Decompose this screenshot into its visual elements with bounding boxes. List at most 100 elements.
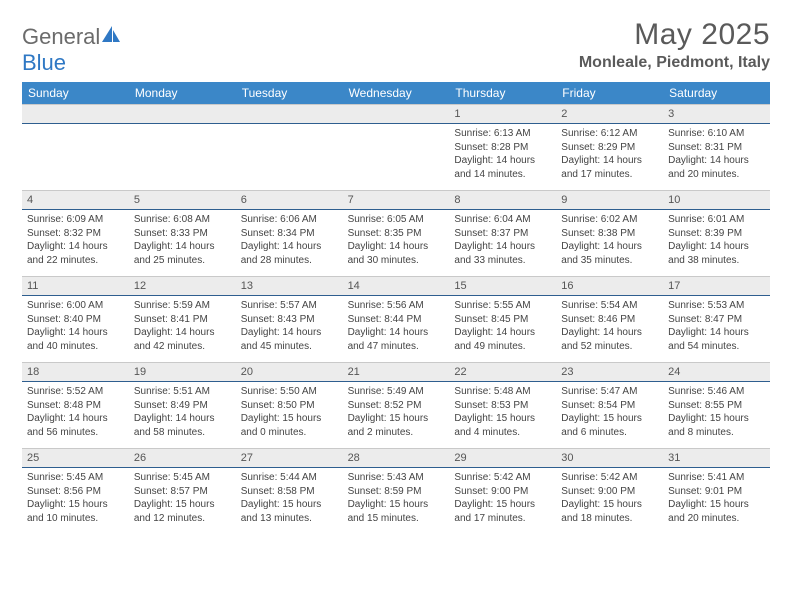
daynum-row: 123 (22, 104, 770, 124)
daylight-line: Daylight: 14 hours and 33 minutes. (454, 240, 551, 267)
day-number: 6 (236, 190, 343, 210)
day-cell: Sunrise: 6:10 AMSunset: 8:31 PMDaylight:… (663, 124, 770, 190)
day-cell: Sunrise: 5:55 AMSunset: 8:45 PMDaylight:… (449, 296, 556, 362)
sunrise-line: Sunrise: 5:41 AM (668, 471, 765, 485)
sunset-line: Sunset: 8:54 PM (561, 399, 658, 413)
sunrise-line: Sunrise: 5:44 AM (241, 471, 338, 485)
sunset-line: Sunset: 8:52 PM (348, 399, 445, 413)
sunrise-line: Sunrise: 5:43 AM (348, 471, 445, 485)
daynum-row: 11121314151617 (22, 276, 770, 296)
daynum-row: 18192021222324 (22, 362, 770, 382)
sunset-line: Sunset: 8:41 PM (134, 313, 231, 327)
sunset-line: Sunset: 8:59 PM (348, 485, 445, 499)
day-cell: Sunrise: 5:53 AMSunset: 8:47 PMDaylight:… (663, 296, 770, 362)
sunset-line: Sunset: 8:45 PM (454, 313, 551, 327)
sunrise-line: Sunrise: 6:01 AM (668, 213, 765, 227)
day-number: 7 (343, 190, 450, 210)
sunrise-line: Sunrise: 5:54 AM (561, 299, 658, 313)
day-cell: Sunrise: 5:57 AMSunset: 8:43 PMDaylight:… (236, 296, 343, 362)
day-number: 11 (22, 276, 129, 296)
day-number (129, 104, 236, 124)
sunset-line: Sunset: 8:29 PM (561, 141, 658, 155)
day-cell: Sunrise: 5:56 AMSunset: 8:44 PMDaylight:… (343, 296, 450, 362)
sunset-line: Sunset: 9:01 PM (668, 485, 765, 499)
sunrise-line: Sunrise: 5:48 AM (454, 385, 551, 399)
daylight-line: Daylight: 15 hours and 17 minutes. (454, 498, 551, 525)
sunset-line: Sunset: 8:58 PM (241, 485, 338, 499)
day-cell: Sunrise: 5:45 AMSunset: 8:57 PMDaylight:… (129, 468, 236, 534)
day-cell: Sunrise: 5:52 AMSunset: 8:48 PMDaylight:… (22, 382, 129, 448)
daylight-line: Daylight: 15 hours and 18 minutes. (561, 498, 658, 525)
brand-text: GeneralBlue (22, 24, 122, 76)
sunrise-line: Sunrise: 5:50 AM (241, 385, 338, 399)
sunrise-line: Sunrise: 5:52 AM (27, 385, 124, 399)
day-number: 27 (236, 448, 343, 468)
sunrise-line: Sunrise: 6:13 AM (454, 127, 551, 141)
day-cell: Sunrise: 6:09 AMSunset: 8:32 PMDaylight:… (22, 210, 129, 276)
sunset-line: Sunset: 8:53 PM (454, 399, 551, 413)
sunrise-line: Sunrise: 6:02 AM (561, 213, 658, 227)
sunrise-line: Sunrise: 5:47 AM (561, 385, 658, 399)
daylight-line: Daylight: 15 hours and 4 minutes. (454, 412, 551, 439)
day-number: 21 (343, 362, 450, 382)
day-number: 3 (663, 104, 770, 124)
day-number: 25 (22, 448, 129, 468)
day-number: 5 (129, 190, 236, 210)
day-number: 20 (236, 362, 343, 382)
sunset-line: Sunset: 8:47 PM (668, 313, 765, 327)
sunset-line: Sunset: 8:38 PM (561, 227, 658, 241)
sunset-line: Sunset: 8:28 PM (454, 141, 551, 155)
sunset-line: Sunset: 8:40 PM (27, 313, 124, 327)
daylight-line: Daylight: 14 hours and 42 minutes. (134, 326, 231, 353)
sunset-line: Sunset: 8:37 PM (454, 227, 551, 241)
sunset-line: Sunset: 9:00 PM (561, 485, 658, 499)
sunrise-line: Sunrise: 5:57 AM (241, 299, 338, 313)
sunset-line: Sunset: 8:33 PM (134, 227, 231, 241)
day-cell: Sunrise: 5:49 AMSunset: 8:52 PMDaylight:… (343, 382, 450, 448)
dow-sun: Sunday (22, 82, 129, 104)
daylight-line: Daylight: 14 hours and 40 minutes. (27, 326, 124, 353)
sunrise-line: Sunrise: 5:55 AM (454, 299, 551, 313)
sunset-line: Sunset: 8:35 PM (348, 227, 445, 241)
daylight-line: Daylight: 14 hours and 20 minutes. (668, 154, 765, 181)
location: Monleale, Piedmont, Italy (579, 54, 770, 72)
dow-fri: Friday (556, 82, 663, 104)
day-number: 14 (343, 276, 450, 296)
dow-mon: Monday (129, 82, 236, 104)
daylight-line: Daylight: 14 hours and 22 minutes. (27, 240, 124, 267)
daylight-line: Daylight: 15 hours and 13 minutes. (241, 498, 338, 525)
sunrise-line: Sunrise: 6:05 AM (348, 213, 445, 227)
day-number: 8 (449, 190, 556, 210)
brand-logo: GeneralBlue (22, 18, 122, 76)
day-cell: Sunrise: 6:00 AMSunset: 8:40 PMDaylight:… (22, 296, 129, 362)
daylight-line: Daylight: 15 hours and 10 minutes. (27, 498, 124, 525)
day-number: 16 (556, 276, 663, 296)
daylight-line: Daylight: 14 hours and 28 minutes. (241, 240, 338, 267)
daylight-line: Daylight: 14 hours and 38 minutes. (668, 240, 765, 267)
sunrise-line: Sunrise: 5:49 AM (348, 385, 445, 399)
day-number: 10 (663, 190, 770, 210)
dow-tue: Tuesday (236, 82, 343, 104)
day-cell: Sunrise: 5:43 AMSunset: 8:59 PMDaylight:… (343, 468, 450, 534)
sunrise-line: Sunrise: 5:56 AM (348, 299, 445, 313)
dow-sat: Saturday (663, 82, 770, 104)
day-number: 22 (449, 362, 556, 382)
daylight-line: Daylight: 14 hours and 52 minutes. (561, 326, 658, 353)
day-cell (343, 124, 450, 190)
day-number (236, 104, 343, 124)
daylight-line: Daylight: 14 hours and 47 minutes. (348, 326, 445, 353)
daynum-row: 25262728293031 (22, 448, 770, 468)
day-number: 23 (556, 362, 663, 382)
sunrise-line: Sunrise: 5:53 AM (668, 299, 765, 313)
sunrise-line: Sunrise: 5:46 AM (668, 385, 765, 399)
day-number: 26 (129, 448, 236, 468)
day-cell: Sunrise: 6:04 AMSunset: 8:37 PMDaylight:… (449, 210, 556, 276)
dow-header: Sunday Monday Tuesday Wednesday Thursday… (22, 82, 770, 104)
day-cell: Sunrise: 5:51 AMSunset: 8:49 PMDaylight:… (129, 382, 236, 448)
day-cell (22, 124, 129, 190)
day-cell: Sunrise: 5:48 AMSunset: 8:53 PMDaylight:… (449, 382, 556, 448)
day-cell: Sunrise: 5:47 AMSunset: 8:54 PMDaylight:… (556, 382, 663, 448)
day-cell: Sunrise: 6:05 AMSunset: 8:35 PMDaylight:… (343, 210, 450, 276)
dow-wed: Wednesday (343, 82, 450, 104)
sunrise-line: Sunrise: 6:04 AM (454, 213, 551, 227)
